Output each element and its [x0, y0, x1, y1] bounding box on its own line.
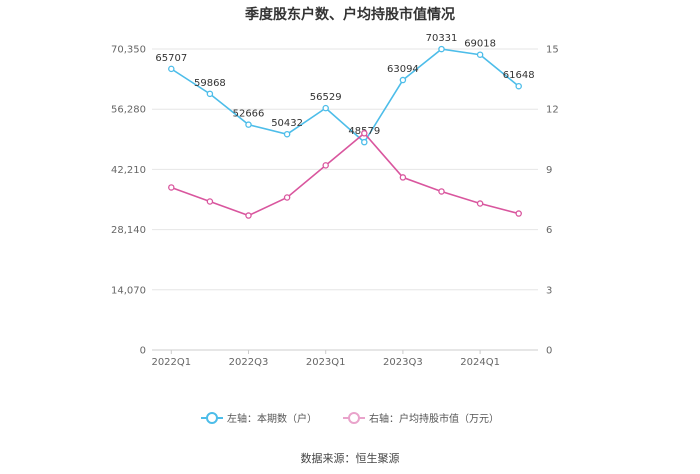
households-data-label: 65707: [155, 53, 187, 64]
households-point: [168, 65, 175, 73]
legend-label-avg-value: 右轴：户均持股市值（万元）: [369, 414, 499, 425]
avg-value-point: [476, 200, 484, 207]
y-left-tick-label: 28,140: [111, 225, 146, 236]
households-point: [438, 45, 445, 53]
avg-value-point: [515, 210, 522, 217]
x-tick-label: 2023Q3: [383, 357, 423, 368]
households-point: [476, 51, 484, 58]
households-data-label: 63094: [387, 64, 419, 75]
households-line: [170, 48, 520, 144]
avg-value-point: [245, 212, 252, 219]
legend-item-households[interactable]: 左轴：本期数（户）: [201, 410, 317, 425]
y-right-tick-label: 9: [546, 165, 552, 176]
legend-label-households: 左轴：本期数（户）: [227, 414, 317, 425]
avg-value-point: [206, 198, 214, 205]
households-data-label: 69018: [464, 39, 496, 50]
x-tick-label: 2022Q1: [151, 357, 191, 368]
chart-legend: 左轴：本期数（户） 右轴：户均持股市值（万元）: [0, 410, 700, 425]
households-point: [283, 130, 291, 138]
y-right-tick-label: 12: [546, 105, 559, 116]
households-point: [515, 82, 522, 90]
y-left-tick-label: 42,210: [111, 165, 146, 176]
avg-value-point: [168, 184, 175, 191]
y-left-tick-label: 0: [140, 346, 146, 357]
households-point: [245, 121, 252, 128]
y-left-tick-label: 70,350: [111, 45, 146, 56]
legend-item-avg-value[interactable]: 右轴：户均持股市值（万元）: [343, 410, 499, 425]
y-right-tick-label: 6: [546, 225, 552, 236]
data-source: 数据来源：恒生聚源: [300, 452, 400, 465]
households-data-label: 50432: [271, 118, 303, 129]
households-data-label: 61648: [503, 70, 535, 81]
households-point: [361, 138, 368, 146]
y-right-tick-label: 0: [546, 346, 552, 357]
chart-title: 季度股东户数、户均持股市值情况: [245, 7, 455, 23]
avg-value-point: [438, 188, 445, 195]
households-point: [322, 104, 329, 112]
legend-marker-avg-value: [343, 411, 365, 424]
households-data-label: 52666: [233, 109, 265, 120]
avg-value-point: [399, 174, 407, 181]
x-tick-label: 2024Q1: [460, 357, 500, 368]
y-right-tick-label: 15: [546, 45, 559, 56]
households-data-label: 70331: [426, 33, 458, 44]
y-left-tick-label: 56,280: [111, 105, 146, 116]
x-tick-label: 2022Q3: [229, 357, 269, 368]
x-tick-label: 2023Q1: [306, 357, 346, 368]
households-data-label: 59868: [194, 78, 226, 89]
y-left-tick-label: 14,070: [111, 285, 146, 296]
avg-value-point: [361, 130, 368, 137]
households-data-label: 56529: [310, 92, 342, 103]
households-point: [206, 90, 214, 98]
y-right-tick-label: 3: [546, 285, 552, 296]
legend-marker-households: [201, 411, 223, 424]
avg-value-line: [171, 132, 519, 217]
avg-value-point: [322, 162, 329, 169]
avg-value-point: [283, 194, 291, 201]
households-point: [399, 76, 407, 84]
